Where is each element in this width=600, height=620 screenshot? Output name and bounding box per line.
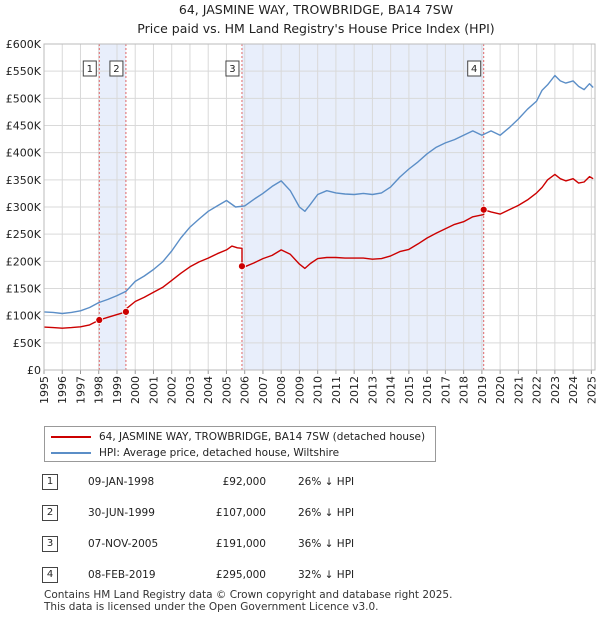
sale-number-badge: 3	[42, 536, 58, 552]
x-tick-label: 2013	[366, 376, 379, 404]
x-tick-label: 1995	[38, 376, 51, 404]
x-tick-label: 2025	[585, 376, 598, 404]
sale-price: £295,000	[215, 569, 266, 581]
y-tick-label: £600K	[6, 38, 42, 51]
sale-number-badge: 2	[42, 505, 58, 521]
sale-hpi-diff: 26% ↓ HPI	[298, 476, 355, 488]
legend-swatch-red	[51, 436, 91, 438]
sale-point	[122, 307, 130, 316]
footer-line-2: This data is licensed under the Open Gov…	[44, 601, 379, 613]
x-tick-label: 2010	[312, 376, 325, 404]
x-tick-label: 2020	[494, 376, 507, 404]
y-tick-label: £400K	[6, 147, 42, 160]
legend-swatch-blue	[51, 452, 91, 454]
sale-point	[238, 262, 246, 271]
chart-title: 64, JASMINE WAY, TROWBRIDGE, BA14 7SW	[179, 2, 453, 17]
chart-subtitle: Price paid vs. HM Land Registry's House …	[137, 21, 494, 36]
sale-marker-label: 4	[471, 64, 477, 75]
sale-row: 2 30-JUN-1999 £107,000 26% ↓ HPI	[0, 504, 600, 524]
sale-hpi-diff: 36% ↓ HPI	[298, 538, 355, 550]
x-tick-label: 2014	[385, 376, 398, 404]
x-tick-label: 2004	[202, 376, 215, 404]
series-line-hpi	[43, 74, 594, 315]
sale-marker-box	[82, 60, 97, 77]
sale-number-badge: 4	[42, 567, 58, 583]
sale-price: £107,000	[215, 507, 266, 519]
footer-attribution: Contains HM Land Registry data © Crown c…	[44, 589, 452, 613]
y-tick-label: £350K	[6, 174, 42, 187]
x-tick-label: 2016	[421, 376, 434, 404]
series-line-property	[43, 173, 594, 329]
x-tick-label: 2005	[220, 376, 233, 404]
x-tick-label: 2008	[275, 376, 288, 404]
sale-marker-label: 3	[229, 64, 235, 75]
x-tick-label: 1999	[111, 376, 124, 404]
price-chart: 64, JASMINE WAY, TROWBRIDGE, BA14 7SW Pr…	[6, 2, 599, 404]
sale-marker-box	[467, 60, 482, 77]
x-tick-label: 2022	[531, 376, 544, 404]
y-tick-label: £200K	[6, 255, 42, 268]
footer-line-1: Contains HM Land Registry data © Crown c…	[44, 589, 453, 601]
x-tick-label: 2006	[239, 376, 252, 404]
x-tick-label: 2023	[549, 376, 562, 404]
sale-point	[479, 205, 488, 214]
sale-point	[95, 316, 104, 324]
legend-label-hpi: HPI: Average price, detached house, Wilt…	[99, 447, 340, 459]
x-tick-label: 2019	[476, 376, 489, 404]
sale-number-badge: 1	[42, 474, 58, 490]
sale-marker-label: 1	[87, 64, 93, 75]
sale-date: 07-NOV-2005	[88, 538, 159, 550]
x-tick-label: 2000	[129, 376, 142, 404]
y-tick-label: £100K	[6, 310, 42, 323]
sale-marker-box	[225, 60, 240, 77]
x-tick-label: 2012	[348, 376, 361, 404]
x-tick-label: 2003	[184, 376, 197, 404]
y-axis-ticks: £0 £50K £100K £150K £200K £250K £300K £350K £400…	[6, 38, 42, 377]
x-tick-label: 2011	[330, 376, 343, 404]
x-tick-label: 2018	[458, 376, 471, 404]
x-tick-label: 1998	[93, 376, 106, 404]
x-tick-label: 2021	[512, 376, 525, 404]
y-tick-label: £550K	[6, 65, 42, 78]
sale-price: £191,000	[215, 538, 266, 550]
x-tick-label: 2024	[567, 376, 580, 404]
plot-frame	[43, 43, 596, 371]
y-tick-label: £150K	[6, 283, 42, 296]
x-tick-label: 2009	[293, 376, 306, 404]
sale-marker-labels: 1 2 3 4	[82, 60, 482, 77]
sale-hpi-diff: 26% ↓ HPI	[298, 507, 355, 519]
x-axis-ticks: 1995 1996 1997 1998 1999 2000 2001 2002 2003 2004…	[38, 370, 598, 404]
sale-date: 08-FEB-2019	[88, 569, 156, 581]
x-tick-label: 1996	[56, 376, 69, 404]
x-tick-label: 2007	[257, 376, 270, 404]
legend-label-property: 64, JASMINE WAY, TROWBRIDGE, BA14 7SW (d…	[99, 431, 426, 443]
legend-item-hpi: HPI: Average price, detached house, Wilt…	[51, 445, 339, 461]
y-tick-label: £500K	[6, 92, 42, 105]
sale-points	[95, 205, 488, 324]
y-tick-label: £0	[27, 364, 41, 377]
legend-item-property: 64, JASMINE WAY, TROWBRIDGE, BA14 7SW (d…	[51, 429, 425, 445]
gridlines	[43, 43, 595, 371]
sale-marker-box	[109, 60, 124, 77]
sale-row: 4 08-FEB-2019 £295,000 32% ↓ HPI	[0, 566, 600, 586]
x-tick-label: 2002	[166, 376, 179, 404]
sale-date: 30-JUN-1999	[88, 507, 155, 519]
y-tick-label: £250K	[6, 228, 42, 241]
series-lines	[43, 74, 594, 329]
x-tick-label: 2001	[147, 376, 160, 404]
sale-price: £92,000	[222, 476, 266, 488]
y-tick-label: £300K	[6, 201, 42, 214]
sale-hpi-diff: 32% ↓ HPI	[298, 569, 355, 581]
sale-date: 09-JAN-1998	[88, 476, 155, 488]
x-tick-label: 1997	[74, 376, 87, 404]
y-tick-label: £450K	[6, 120, 42, 133]
x-tick-label: 2017	[439, 376, 452, 404]
sale-row: 1 09-JAN-1998 £92,000 26% ↓ HPI	[0, 473, 600, 493]
sale-row: 3 07-NOV-2005 £191,000 36% ↓ HPI	[0, 535, 600, 555]
sale-marker-label: 2	[113, 64, 119, 75]
legend: 64, JASMINE WAY, TROWBRIDGE, BA14 7SW (d…	[44, 426, 436, 462]
y-tick-label: £50K	[13, 337, 42, 350]
x-tick-label: 2015	[403, 376, 416, 404]
